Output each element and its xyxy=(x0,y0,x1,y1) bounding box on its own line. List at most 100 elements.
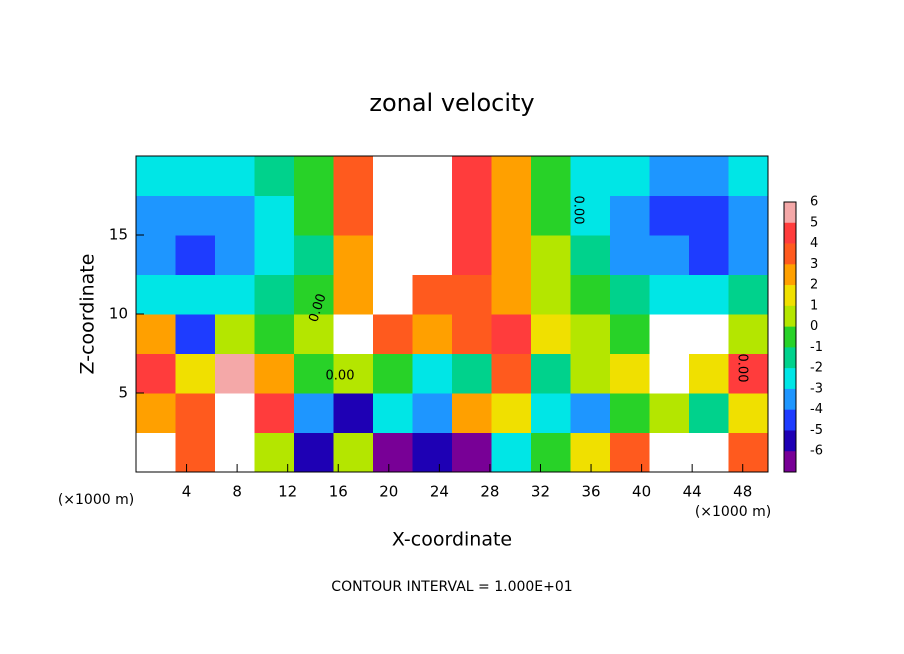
heat-cell xyxy=(294,314,334,354)
y-tick-label: 10 xyxy=(109,305,128,323)
colorbar-label: 6 xyxy=(810,195,818,210)
heat-cell xyxy=(531,353,571,394)
heat-cell xyxy=(215,156,255,196)
heat-cell xyxy=(175,235,216,275)
x-tick-label: 8 xyxy=(232,483,242,501)
heat-cell xyxy=(136,235,176,275)
heat-cell xyxy=(294,353,334,394)
heat-cell xyxy=(491,393,532,433)
heat-cell xyxy=(215,235,255,275)
colorbar-swatch xyxy=(784,347,796,369)
heat-cell xyxy=(175,314,216,354)
heat-cell xyxy=(215,195,255,236)
colorbar-swatch xyxy=(784,285,796,307)
heat-cell xyxy=(333,235,374,275)
heat-cell xyxy=(570,432,611,473)
heat-cell xyxy=(531,156,571,196)
heat-cell xyxy=(452,393,492,433)
heat-cell xyxy=(689,195,729,236)
heat-cell xyxy=(649,432,690,473)
heat-cell xyxy=(610,274,650,315)
heat-cell xyxy=(610,432,650,473)
contour-label: 0.00 xyxy=(571,196,586,225)
x-tick-label: 20 xyxy=(379,483,398,501)
heat-cell xyxy=(570,235,611,275)
heat-cell xyxy=(333,195,374,236)
colorbar-label: 2 xyxy=(810,278,818,293)
heat-cell xyxy=(610,195,650,236)
heat-cell xyxy=(491,314,532,354)
heat-cell xyxy=(649,156,690,196)
heat-cell xyxy=(333,432,374,473)
heat-cell xyxy=(491,195,532,236)
heat-cell xyxy=(333,274,374,315)
heat-cell xyxy=(649,235,690,275)
heat-cell xyxy=(254,314,295,354)
heat-cell xyxy=(136,314,176,354)
heat-cell xyxy=(412,353,453,394)
heat-cell xyxy=(215,432,255,473)
heat-cell xyxy=(215,314,255,354)
colorbar-swatch xyxy=(784,326,796,348)
heat-cell xyxy=(373,432,413,473)
heat-cell xyxy=(412,235,453,275)
heat-cell xyxy=(412,274,453,315)
heat-cell xyxy=(452,432,492,473)
heat-cell xyxy=(689,314,729,354)
heat-cell xyxy=(136,393,176,433)
x-tick-label: 40 xyxy=(632,483,651,501)
heat-cell xyxy=(254,195,295,236)
colorbar-frame xyxy=(783,201,797,473)
heat-cell xyxy=(728,314,769,354)
heat-cell xyxy=(136,195,176,236)
heat-cell xyxy=(333,314,374,354)
heat-cell xyxy=(689,432,729,473)
heat-cell xyxy=(689,393,729,433)
heat-cell xyxy=(728,432,769,473)
colorbar-label: -1 xyxy=(810,340,823,355)
heat-cell xyxy=(373,274,413,315)
colorbar-swatch xyxy=(784,430,796,452)
heat-cell xyxy=(412,393,453,433)
heat-cell xyxy=(531,274,571,315)
heat-cell xyxy=(175,195,216,236)
heat-cell xyxy=(294,195,334,236)
heat-cell xyxy=(452,235,492,275)
heat-cell xyxy=(254,393,295,433)
heat-cell xyxy=(728,235,769,275)
heat-cell xyxy=(531,314,571,354)
x-tick-label: 4 xyxy=(182,483,192,501)
colorbar-swatch xyxy=(784,451,796,473)
heat-cell xyxy=(649,393,690,433)
colorbar-label: 0 xyxy=(810,319,818,334)
heat-cell xyxy=(333,156,374,196)
y-unit: (×1000 m) xyxy=(695,504,771,520)
heat-cell xyxy=(531,432,571,473)
heat-cell xyxy=(570,353,611,394)
heat-cell xyxy=(175,353,216,394)
heat-cell xyxy=(610,393,650,433)
heat-cell xyxy=(570,274,611,315)
heat-cell xyxy=(294,393,334,433)
colorbar-swatch xyxy=(784,305,796,327)
heat-cell xyxy=(333,353,374,394)
heat-cell xyxy=(373,314,413,354)
heat-cell xyxy=(531,235,571,275)
heat-cell xyxy=(175,432,216,473)
heat-cell xyxy=(175,274,216,315)
heat-cell xyxy=(294,235,334,275)
heat-cell xyxy=(728,274,769,315)
colorbar-swatch xyxy=(784,202,796,224)
heat-cell xyxy=(610,235,650,275)
heat-cell xyxy=(412,195,453,236)
heat-cell xyxy=(570,393,611,433)
heat-cell xyxy=(570,195,611,236)
heat-cell xyxy=(215,353,255,394)
colorbar-swatch xyxy=(784,243,796,265)
heat-cell xyxy=(531,393,571,433)
y-tick-label: 5 xyxy=(118,384,128,402)
heat-cell xyxy=(412,314,453,354)
heat-cell xyxy=(610,156,650,196)
heat-cell xyxy=(649,274,690,315)
heat-cell xyxy=(294,432,334,473)
